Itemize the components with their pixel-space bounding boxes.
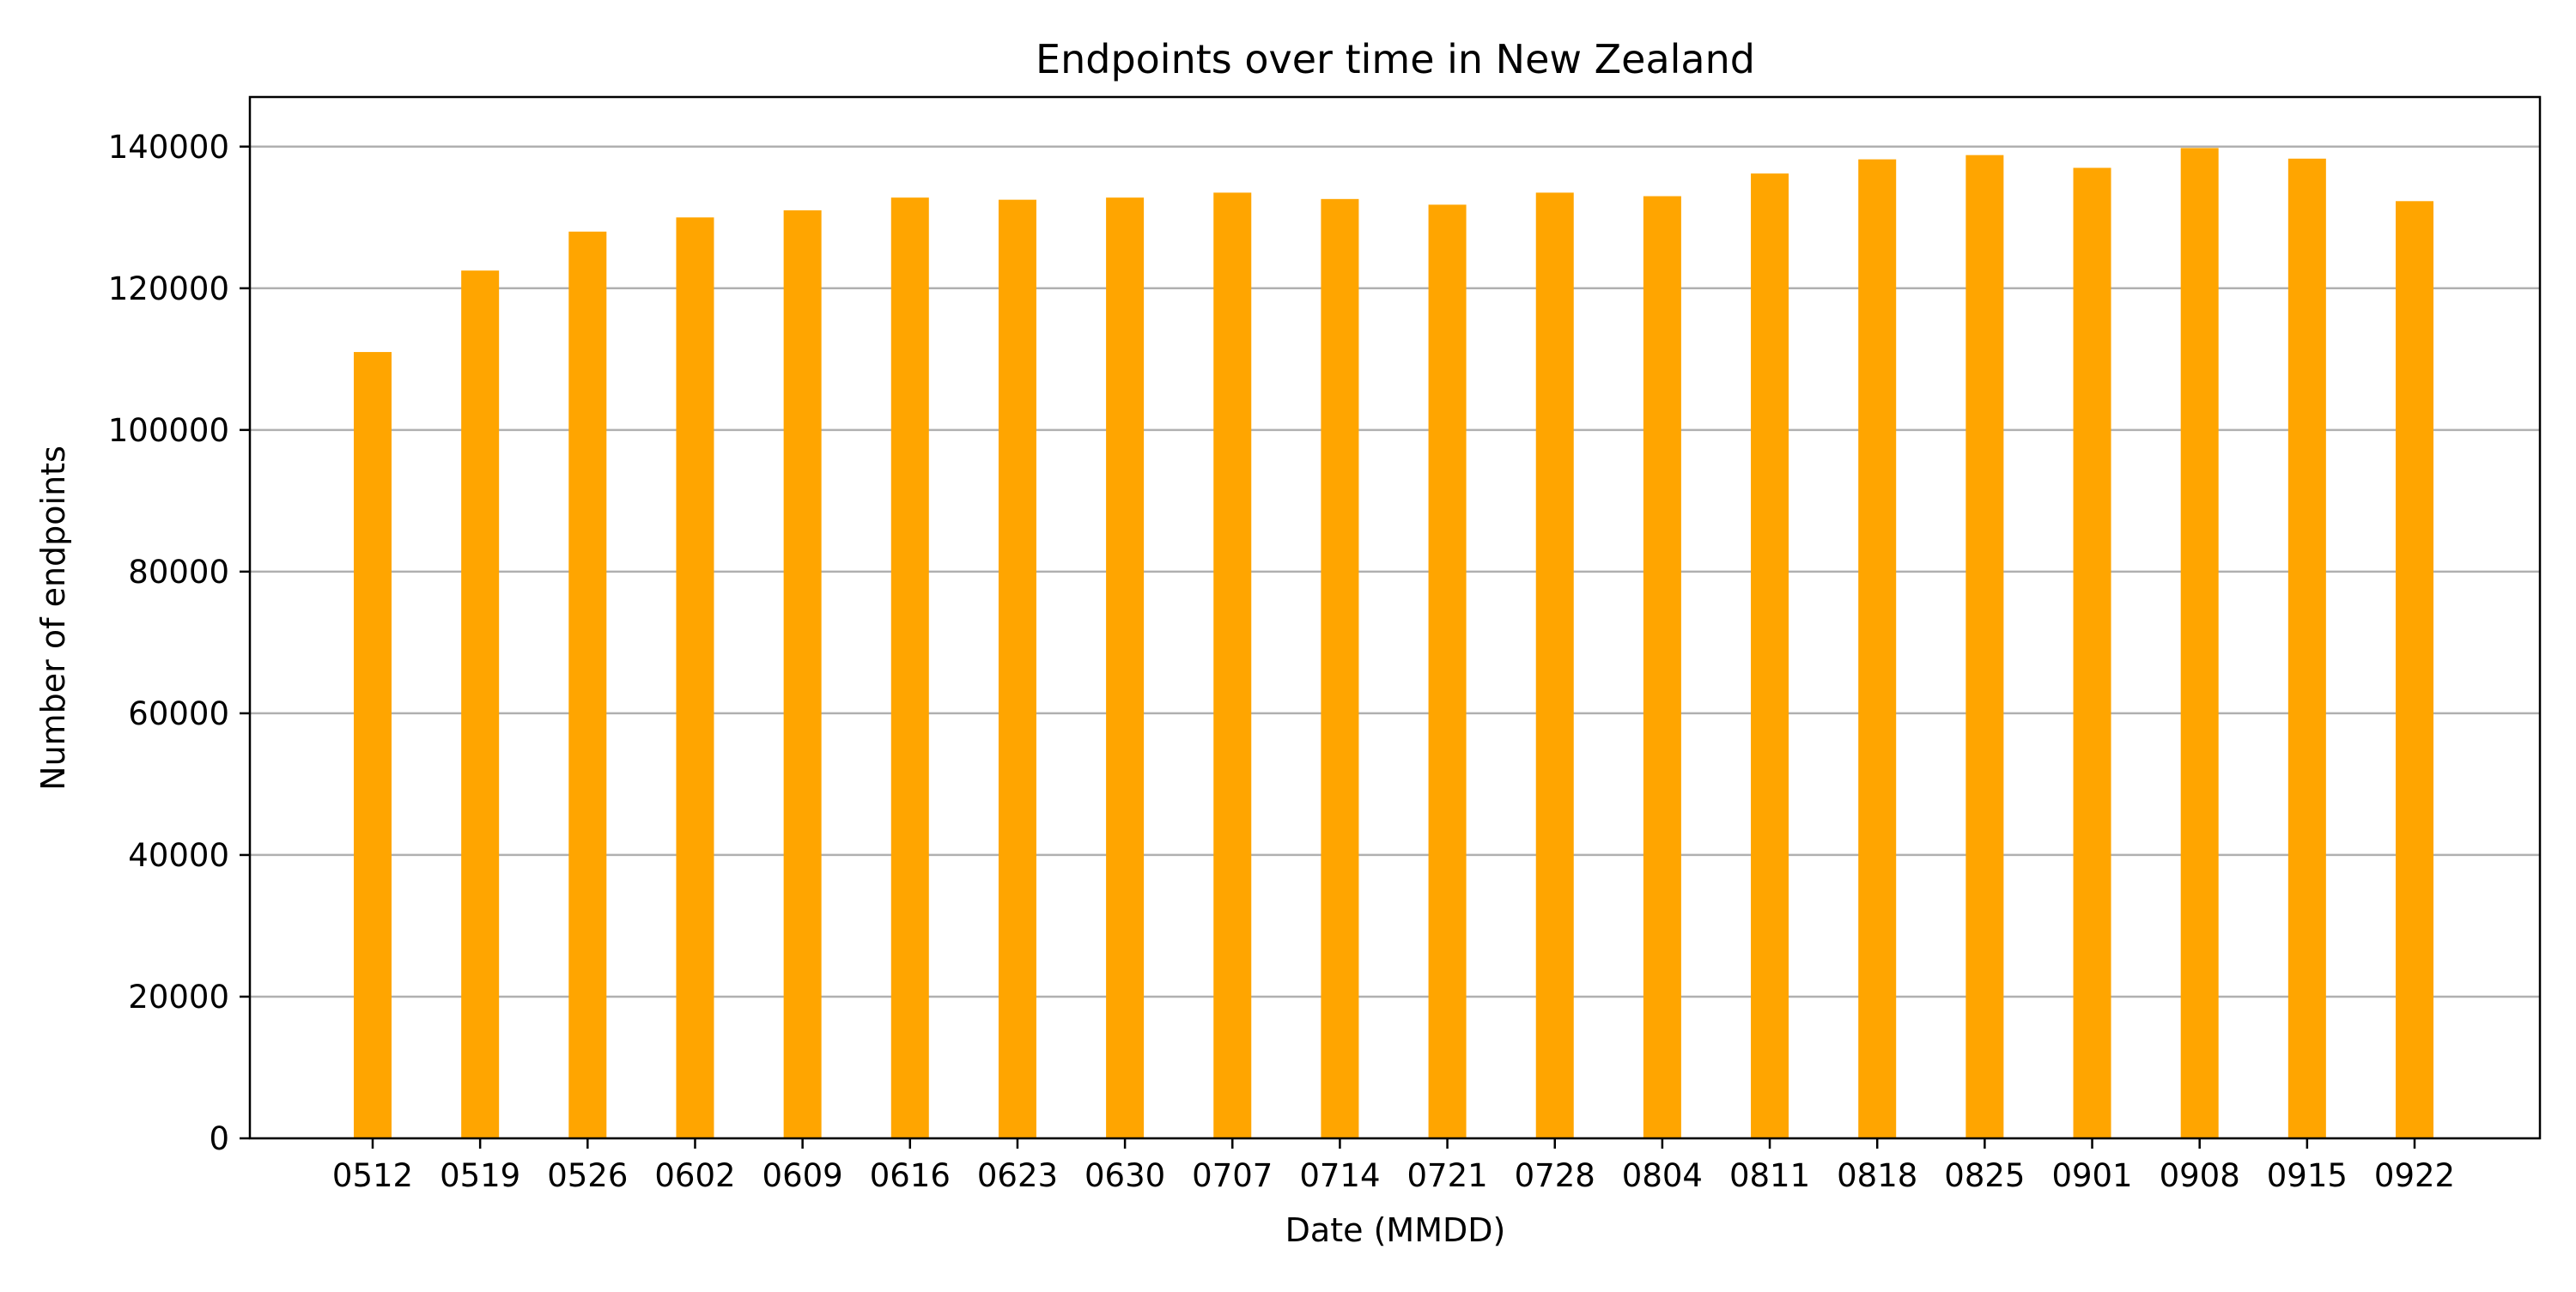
x-tick-label-0922: 0922 bbox=[2374, 1157, 2455, 1194]
x-tick-label-0519: 0519 bbox=[440, 1157, 520, 1194]
x-tick-label-0630: 0630 bbox=[1084, 1157, 1165, 1194]
y-tick-label: 80000 bbox=[128, 554, 229, 591]
x-tick-label-0616: 0616 bbox=[870, 1157, 951, 1194]
x-tick-label-0707: 0707 bbox=[1192, 1157, 1273, 1194]
bar-0707 bbox=[1213, 192, 1252, 1139]
bar-0721 bbox=[1428, 204, 1467, 1138]
y-axis-label: Number of endpoints bbox=[34, 446, 72, 791]
x-tick-label-0714: 0714 bbox=[1299, 1157, 1380, 1194]
bar-0818 bbox=[1858, 159, 1897, 1138]
bar-0908 bbox=[2180, 148, 2219, 1139]
plot-frame bbox=[248, 95, 2542, 1140]
x-ticks: 0512 0519 0526 0602 0609 0616 0623 0630 0707 0714… bbox=[332, 1138, 2455, 1194]
bar-0609 bbox=[783, 210, 822, 1138]
y-tick-label: 140000 bbox=[108, 129, 229, 166]
x-axis-label: Date (MMDD) bbox=[1285, 1211, 1506, 1249]
y-tick-label: 40000 bbox=[128, 837, 229, 874]
x-tick-label-0602: 0602 bbox=[654, 1157, 735, 1194]
x-tick-label-0526: 0526 bbox=[547, 1157, 628, 1194]
x-tick-label-0623: 0623 bbox=[977, 1157, 1058, 1194]
x-tick-label-0818: 0818 bbox=[1837, 1157, 1917, 1194]
x-tick-label-0609: 0609 bbox=[762, 1157, 843, 1194]
bar-0519 bbox=[461, 270, 500, 1139]
bar-0512 bbox=[354, 352, 392, 1138]
y-tick-label: 60000 bbox=[128, 695, 229, 732]
bar-0811 bbox=[1751, 173, 1789, 1138]
x-tick-label-0804: 0804 bbox=[1622, 1157, 1703, 1194]
x-tick-label-0512: 0512 bbox=[332, 1157, 413, 1194]
bar-0623 bbox=[998, 199, 1036, 1138]
chart-title: Endpoints over time in New Zealand bbox=[1036, 36, 1755, 82]
x-tick-label-0901: 0901 bbox=[2051, 1157, 2132, 1194]
y-tick-label: 0 bbox=[209, 1120, 229, 1157]
bar-0616 bbox=[890, 197, 929, 1138]
bar-0728 bbox=[1535, 192, 1574, 1139]
bar-0714 bbox=[1321, 198, 1359, 1139]
x-tick-label-0811: 0811 bbox=[1729, 1157, 1810, 1194]
bar-0915 bbox=[2287, 158, 2326, 1138]
bar-0825 bbox=[1965, 155, 2004, 1138]
x-tick-label-0825: 0825 bbox=[1944, 1157, 2025, 1194]
bar-0526 bbox=[568, 231, 607, 1138]
y-tick-label: 20000 bbox=[128, 979, 229, 1016]
bars-layer bbox=[354, 148, 2433, 1139]
bar-0922 bbox=[2396, 201, 2433, 1138]
x-tick-label-0915: 0915 bbox=[2267, 1157, 2348, 1194]
bar-0630 bbox=[1106, 197, 1145, 1138]
bar-0901 bbox=[2073, 167, 2111, 1139]
y-tick-label: 100000 bbox=[108, 412, 229, 449]
bar-0602 bbox=[676, 217, 714, 1138]
x-tick-label-0908: 0908 bbox=[2160, 1157, 2240, 1194]
y-ticks: 0 20000 40000 60000 80000 100000 120000 140000 bbox=[108, 129, 250, 1157]
x-tick-label-0721: 0721 bbox=[1406, 1157, 1487, 1194]
y-tick-label: 120000 bbox=[108, 270, 229, 307]
x-tick-label-0728: 0728 bbox=[1515, 1157, 1595, 1194]
bar-0804 bbox=[1643, 196, 1681, 1138]
